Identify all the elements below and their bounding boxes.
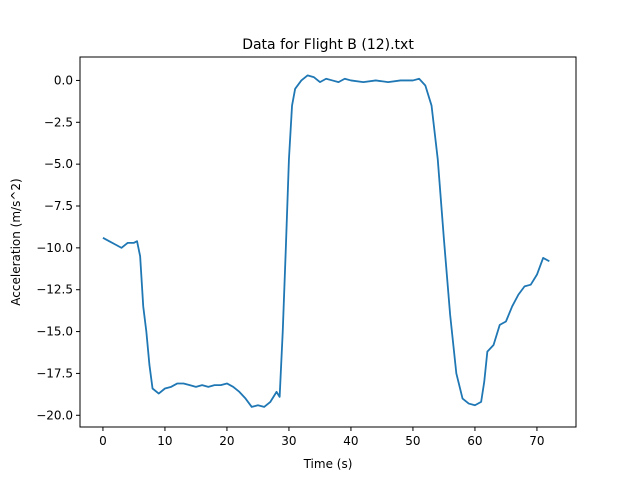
x-tick-label: 30 <box>281 434 296 448</box>
x-tick-label: 20 <box>219 434 234 448</box>
y-axis-label: Acceleration (m/s^2) <box>9 178 23 305</box>
y-tick-label: −15.0 <box>36 325 73 339</box>
y-tick-label: −20.0 <box>36 408 73 422</box>
y-tick-label: −10.0 <box>36 241 73 255</box>
x-tick-label: 50 <box>405 434 420 448</box>
plot-frame <box>79 56 577 428</box>
x-tick-label: 10 <box>157 434 172 448</box>
x-tick-label: 40 <box>343 434 358 448</box>
y-tick-label: −5.0 <box>44 157 73 171</box>
x-tick-label: 0 <box>99 434 107 448</box>
y-tick-label: −17.5 <box>36 366 73 380</box>
chart-title: Data for Flight B (12).txt <box>242 37 414 53</box>
y-tick-label: −12.5 <box>36 283 73 297</box>
data-line <box>102 74 550 408</box>
x-tick-label: 70 <box>529 434 544 448</box>
x-axis-label: Time (s) <box>303 457 353 471</box>
y-tick-label: 0.0 <box>54 73 73 87</box>
y-tick-label: −7.5 <box>44 199 73 213</box>
x-tick-label: 60 <box>467 434 482 448</box>
y-tick-label: −2.5 <box>44 115 73 129</box>
